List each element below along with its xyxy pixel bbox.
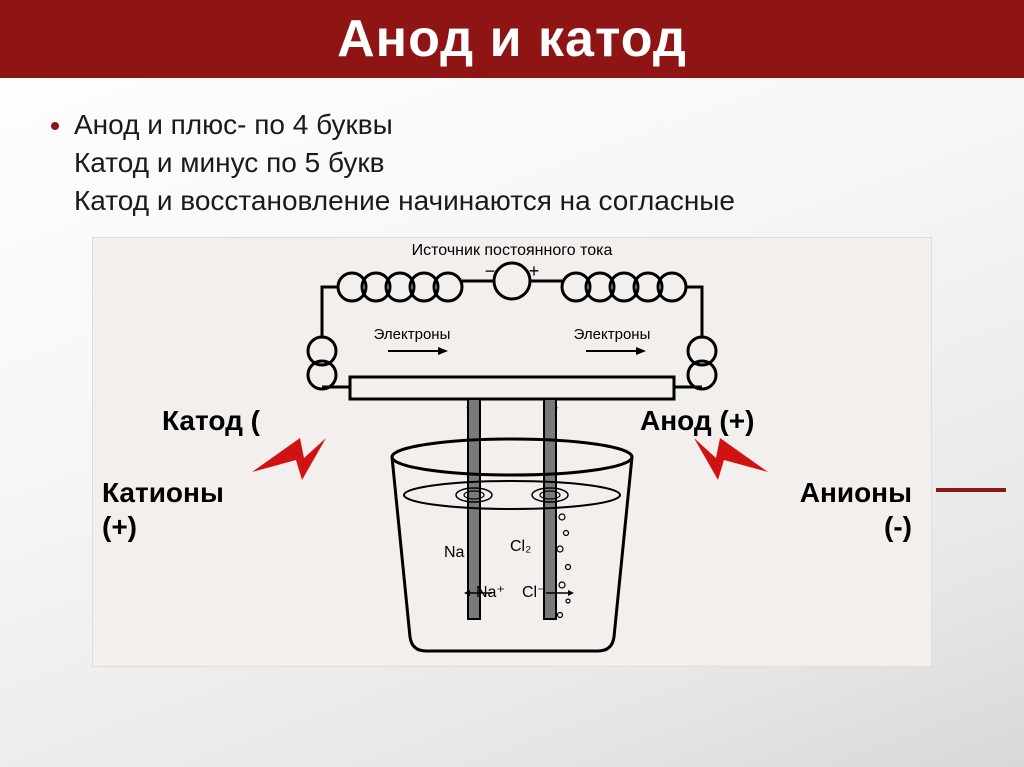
electrons-right-label: Электроны <box>574 326 651 343</box>
source-label: Источник постоянного тока <box>412 242 613 259</box>
electrolysis-diagram: Катод ( Катионы (+) Анод (+) Анионы (-) … <box>92 237 932 667</box>
electrons-left-label: Электроны <box>374 326 451 343</box>
circuit-svg: Источник постоянного тока − + <box>92 237 932 667</box>
bullet-text: Анод и плюс- по 4 буквыКатод и минус по … <box>74 106 980 219</box>
slide-title: Анод и катод <box>0 0 1024 78</box>
ion-cl2: Cl₂ <box>510 538 531 555</box>
ion-cl-minus: Cl⁻ <box>522 584 546 601</box>
accent-divider <box>936 488 1006 492</box>
ion-na: Na <box>444 544 465 561</box>
bullet-block: Анод и плюс- по 4 буквыКатод и минус по … <box>44 106 980 219</box>
